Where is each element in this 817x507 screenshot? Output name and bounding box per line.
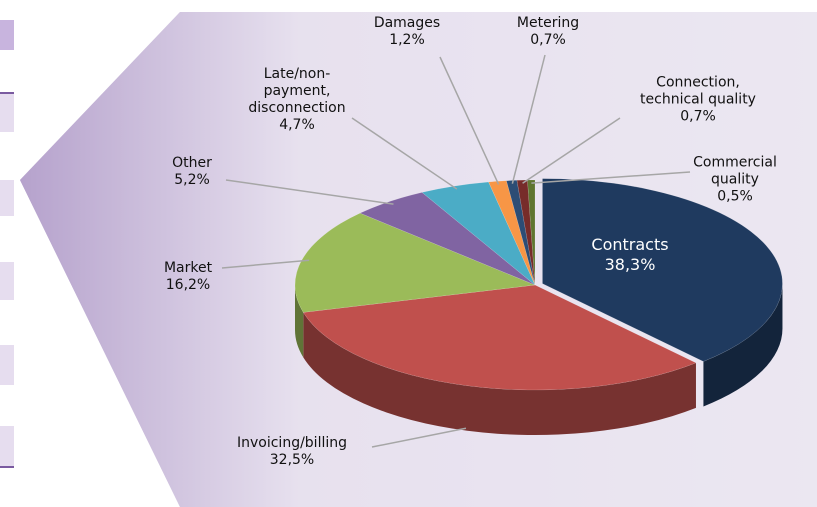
category-label: Late/non- payment, disconnection xyxy=(248,66,346,116)
value-label: 38,3% xyxy=(604,255,656,274)
side-tab xyxy=(0,180,14,216)
leader-line xyxy=(531,171,691,184)
pie-slice xyxy=(302,284,697,391)
side-tab xyxy=(0,345,14,385)
pie-slice-side xyxy=(295,285,304,358)
value-label: 0,5% xyxy=(717,188,753,205)
pie-slice xyxy=(359,192,536,286)
leader-line xyxy=(221,259,310,269)
category-label: Damages xyxy=(373,15,441,31)
data-label: Invoicing/billing 32,5% xyxy=(237,435,347,469)
leader-line xyxy=(439,56,500,185)
side-tab-line xyxy=(0,466,14,468)
value-label: 5,2% xyxy=(174,172,210,188)
category-label: Commercial quality xyxy=(693,154,777,188)
data-label: Late/non- payment, disconnection 4,7% xyxy=(248,66,345,134)
side-tab-line xyxy=(0,92,14,94)
category-label: Connection, technical quality xyxy=(640,74,756,108)
side-tab xyxy=(0,92,14,132)
side-tab xyxy=(0,20,14,50)
pie-slice xyxy=(542,178,783,362)
leader-line xyxy=(371,427,467,448)
data-label: Damages 1,2% xyxy=(374,15,440,49)
pie-slice xyxy=(506,180,536,286)
pie-slice xyxy=(421,181,536,286)
leader-line xyxy=(511,54,546,184)
value-label: 0,7% xyxy=(530,32,566,48)
pie xyxy=(294,178,783,435)
category-label: Other xyxy=(172,155,212,171)
leader-line xyxy=(522,117,621,184)
value-label: 32,5% xyxy=(269,452,315,468)
value-label: 1,2% xyxy=(389,32,425,48)
pie-slice-side xyxy=(703,283,783,407)
value-label: 0,7% xyxy=(680,108,716,125)
data-label: Market 16,2% xyxy=(164,260,212,294)
category-label: Market xyxy=(163,260,213,276)
value-label: 4,7% xyxy=(279,117,315,133)
data-label: Metering 0,7% xyxy=(517,15,579,49)
leader-line xyxy=(351,117,458,190)
data-label: Commercial quality 0,5% xyxy=(693,155,777,206)
category-label: Contracts xyxy=(591,235,669,254)
data-label: Contracts 38,3% xyxy=(591,235,668,275)
leader-line xyxy=(225,179,394,205)
side-tab xyxy=(0,426,14,468)
category-label: Metering xyxy=(516,15,580,31)
value-label: 16,2% xyxy=(165,277,211,293)
category-label: Invoicing/billing xyxy=(236,435,348,451)
data-label: Other 5,2% xyxy=(172,155,212,189)
data-label: Connection, technical quality 0,7% xyxy=(640,75,756,126)
pie-slice xyxy=(294,212,536,313)
side-tab xyxy=(0,262,14,300)
pie-slice-side xyxy=(303,312,696,435)
